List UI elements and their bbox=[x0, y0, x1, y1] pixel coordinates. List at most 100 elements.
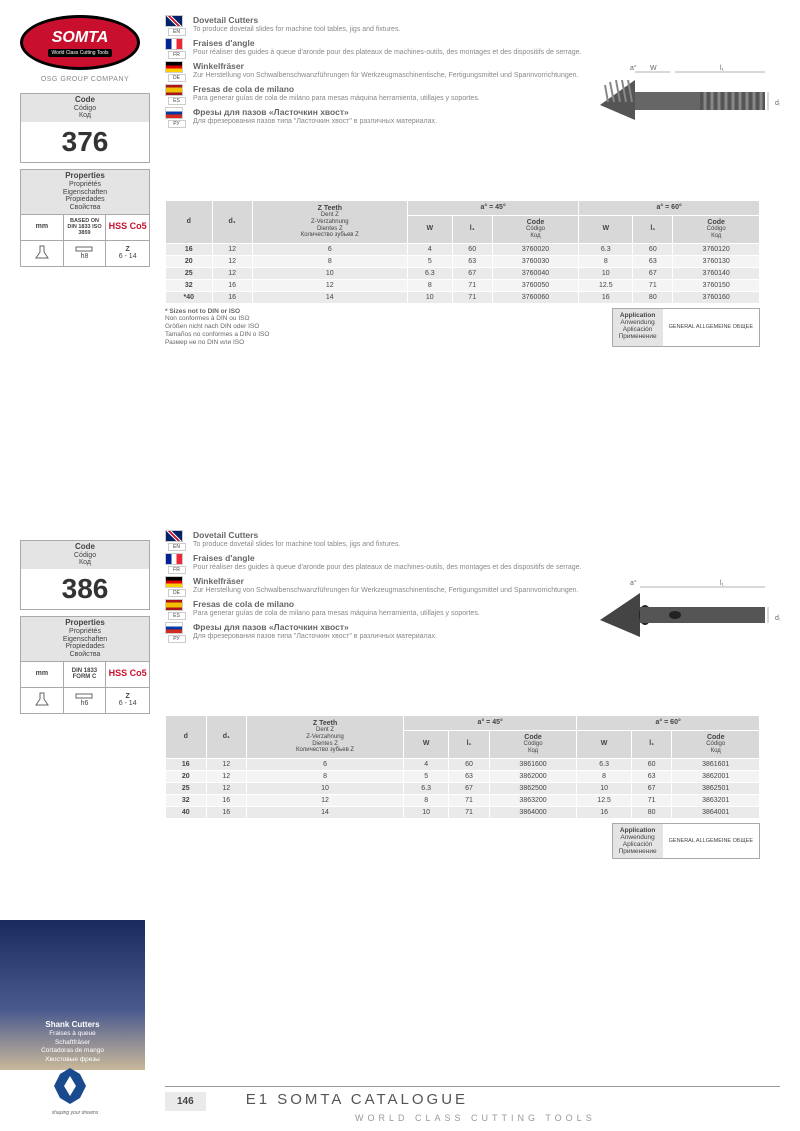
cell-w60: 16 bbox=[579, 291, 633, 303]
props-de: Eigenschaften bbox=[63, 636, 107, 643]
cell-l60: 80 bbox=[633, 291, 673, 303]
props-es: Propiedades bbox=[65, 643, 104, 650]
props-fr: Propriétés bbox=[69, 181, 101, 188]
size-note: * Sizes not to DIN or ISO Non conformes … bbox=[165, 308, 269, 347]
cell-d1: 12 bbox=[212, 243, 252, 255]
th-d: d bbox=[166, 716, 207, 759]
flag-uk-icon bbox=[165, 15, 183, 27]
table-row: 321612871376005012.5713760150 bbox=[166, 279, 760, 291]
title-de: Winkelfräser bbox=[193, 576, 244, 586]
prop-icon-tool bbox=[21, 687, 64, 713]
cell-w60: 8 bbox=[577, 770, 632, 782]
app-general: GENERAL ALLGEMEINE ОБЩЕЕ bbox=[663, 824, 759, 859]
lang-code-ru: РУ bbox=[168, 635, 186, 643]
code-ru: Код bbox=[79, 559, 91, 566]
code-ru: Код bbox=[79, 112, 91, 119]
th-l60: l₁ bbox=[631, 730, 672, 758]
cell-w60: 10 bbox=[579, 267, 633, 279]
application-box: ApplicationAnwendungAplicaciónПрименение… bbox=[612, 308, 760, 347]
cell-c45: 3760040 bbox=[492, 267, 579, 279]
shank-icon bbox=[74, 245, 94, 253]
title-es: Fresas de cola de milano bbox=[193, 84, 294, 94]
cell-l45: 67 bbox=[449, 782, 490, 794]
cell-c45: 3760020 bbox=[492, 243, 579, 255]
props-box-386: Properties Propriétés Eigenschaften Prop… bbox=[20, 616, 150, 714]
lang-code-fr: FR bbox=[168, 566, 186, 574]
desc-de: Zur Herstellung von Schwalbenschwanzführ… bbox=[193, 587, 578, 594]
cell-l45: 60 bbox=[452, 243, 492, 255]
brand-logo-area: SOMTA World Class Cutting Tools OSG GROU… bbox=[20, 15, 150, 267]
prop-mm: mm bbox=[21, 661, 64, 687]
table-row: *4016141071376006016803760160 bbox=[166, 291, 760, 303]
cell-c60: 3760120 bbox=[673, 243, 760, 255]
cell-d1: 12 bbox=[206, 758, 247, 770]
cell-d1: 12 bbox=[212, 267, 252, 279]
th-w60: W bbox=[577, 730, 632, 758]
svg-text:l₁: l₁ bbox=[720, 65, 725, 72]
tool-diagram-386: a° l₁ d₁ bbox=[580, 575, 780, 655]
title-es: Fresas de cola de milano bbox=[193, 599, 294, 609]
prop-icon-tool bbox=[21, 240, 64, 266]
th-a45: a° = 45° bbox=[407, 201, 578, 216]
th-d: d bbox=[166, 201, 213, 244]
lang-code-de: DE bbox=[168, 589, 186, 597]
prop-mm: mm bbox=[21, 214, 64, 240]
svg-text:d₁: d₁ bbox=[775, 615, 780, 622]
prop-based: BASED ON DIN 1833 ISO 3859 bbox=[64, 214, 107, 240]
cell-d1: 16 bbox=[212, 291, 252, 303]
cell-w45: 8 bbox=[407, 279, 452, 291]
code-title: Code bbox=[75, 542, 95, 551]
somta-logo: SOMTA World Class Cutting Tools bbox=[20, 15, 140, 70]
dovetail-tool-icon bbox=[32, 244, 52, 262]
th-w45: W bbox=[407, 215, 452, 243]
cell-c45: 3862000 bbox=[489, 770, 577, 782]
cell-d: 40 bbox=[166, 806, 207, 818]
cell-d: *40 bbox=[166, 291, 213, 303]
cell-d: 32 bbox=[166, 279, 213, 291]
code-box-376: Code Código Код 376 bbox=[20, 93, 150, 163]
cell-w60: 10 bbox=[577, 782, 632, 794]
th-d1: d₁ bbox=[212, 201, 252, 244]
table-row: 321612871386320012.5713863201 bbox=[166, 794, 760, 806]
cell-w45: 10 bbox=[407, 291, 452, 303]
lang-code-es: ES bbox=[168, 97, 186, 105]
dovetail-plain-icon: a° l₁ d₁ bbox=[580, 575, 780, 655]
cell-c45: 3863200 bbox=[489, 794, 577, 806]
th-l60: l₁ bbox=[633, 215, 673, 243]
cell-z: 6 bbox=[252, 243, 407, 255]
cell-l60: 71 bbox=[631, 794, 672, 806]
table-row: 2512106.367386250010673862501 bbox=[166, 782, 760, 794]
flag-fr-icon bbox=[165, 38, 183, 50]
code-es: Código bbox=[74, 552, 96, 559]
cell-w60: 12.5 bbox=[579, 279, 633, 291]
cell-d1: 16 bbox=[206, 794, 247, 806]
th-z: Z TeethDent ZZ-VerzahnungDientes ZКоличе… bbox=[247, 716, 404, 759]
lang-code-es: ES bbox=[168, 612, 186, 620]
props-fr: Propriétés bbox=[69, 628, 101, 635]
table-row: 1612646037600206.3603760120 bbox=[166, 243, 760, 255]
th-l45: l₁ bbox=[449, 730, 490, 758]
lang-code-en: EN bbox=[168, 543, 186, 551]
props-ru: Свойства bbox=[70, 204, 101, 211]
svg-text:a°: a° bbox=[630, 64, 637, 72]
prop-based: DIN 1833 FORM C bbox=[64, 661, 107, 687]
prop-hss: HSS Co5 bbox=[106, 214, 149, 240]
props-box-376: Properties Propriétés Eigenschaften Prop… bbox=[20, 169, 150, 267]
th-l45: l₁ bbox=[452, 215, 492, 243]
cell-w60: 6.3 bbox=[577, 758, 632, 770]
props-de: Eigenschaften bbox=[63, 189, 107, 196]
cell-c45: 3760030 bbox=[492, 255, 579, 267]
cell-l45: 71 bbox=[452, 279, 492, 291]
page-footer: 146 E1 SOMTA CATALOGUE bbox=[165, 1086, 780, 1111]
cell-d: 16 bbox=[166, 758, 207, 770]
prop-h8: h8 bbox=[64, 240, 107, 266]
flag-uk-icon bbox=[165, 530, 183, 542]
cell-z: 14 bbox=[252, 291, 407, 303]
cell-w60: 16 bbox=[577, 806, 632, 818]
cell-c60: 3863201 bbox=[672, 794, 760, 806]
desc-es: Para generar guías de cola de milano par… bbox=[193, 610, 480, 617]
desc-en: To produce dovetail slides for machine t… bbox=[193, 26, 400, 33]
cell-d1: 12 bbox=[206, 782, 247, 794]
flag-de-icon bbox=[165, 576, 183, 588]
title-ru: Фрезы для пазов «Ласточкин хвост» bbox=[193, 107, 349, 117]
